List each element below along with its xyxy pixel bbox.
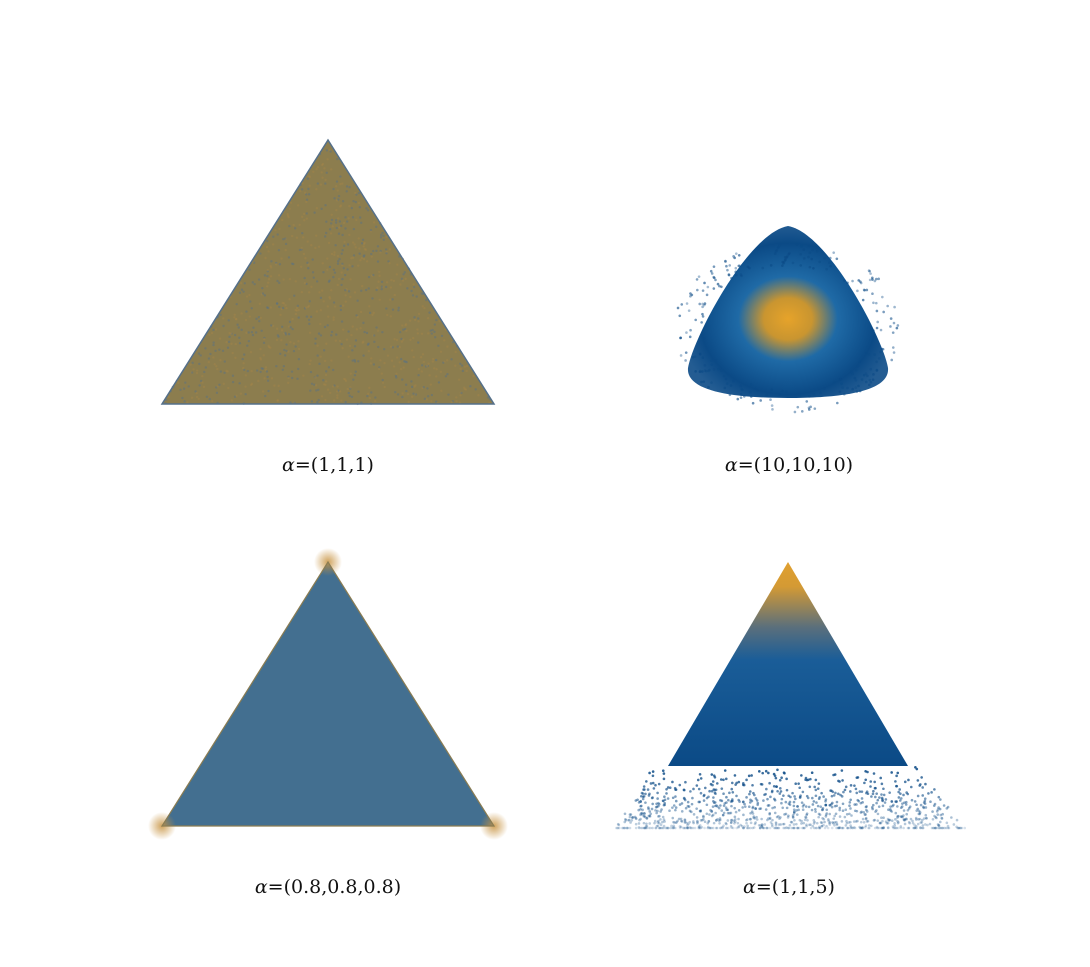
alpha-value: =(10,10,10) bbox=[737, 454, 854, 476]
panel-alpha-1-1-5 bbox=[610, 552, 970, 842]
scatter-points bbox=[615, 765, 967, 830]
alpha-symbol: α bbox=[743, 876, 756, 898]
simplex-plot-4 bbox=[615, 562, 967, 830]
caption-alpha-1-1-5: α=(1,1,5) bbox=[743, 876, 835, 898]
simplex-edge bbox=[160, 560, 496, 827]
simplex-edge bbox=[160, 138, 496, 405]
simplex-plot-2 bbox=[676, 226, 900, 414]
caption-alpha-10-10-10: α=(10,10,10) bbox=[725, 454, 853, 476]
alpha-value: =(1,1,5) bbox=[755, 876, 835, 898]
alpha-value: =(0.8,0.8,0.8) bbox=[267, 876, 402, 898]
density-blob bbox=[687, 226, 889, 398]
caption-alpha-1-1-1: α=(1,1,1) bbox=[282, 454, 374, 476]
density-fill bbox=[162, 140, 494, 404]
panel-alpha-10-10-10 bbox=[610, 130, 970, 420]
simplex-plot-1 bbox=[160, 138, 496, 406]
simplex-plot-3 bbox=[148, 548, 508, 840]
alpha-value: =(1,1,1) bbox=[294, 454, 374, 476]
alpha-symbol: α bbox=[282, 454, 295, 476]
panel-alpha-1-1-1 bbox=[150, 130, 510, 420]
caption-alpha-0.8-0.8-0.8: α=(0.8,0.8,0.8) bbox=[255, 876, 401, 898]
panel-alpha-0.8-0.8-0.8 bbox=[148, 548, 510, 842]
outlier-points bbox=[676, 243, 900, 414]
density-fill bbox=[668, 562, 908, 766]
density-fill bbox=[162, 562, 494, 826]
alpha-symbol: α bbox=[724, 454, 738, 476]
alpha-symbol: α bbox=[254, 876, 268, 898]
speckle-points bbox=[164, 148, 491, 406]
